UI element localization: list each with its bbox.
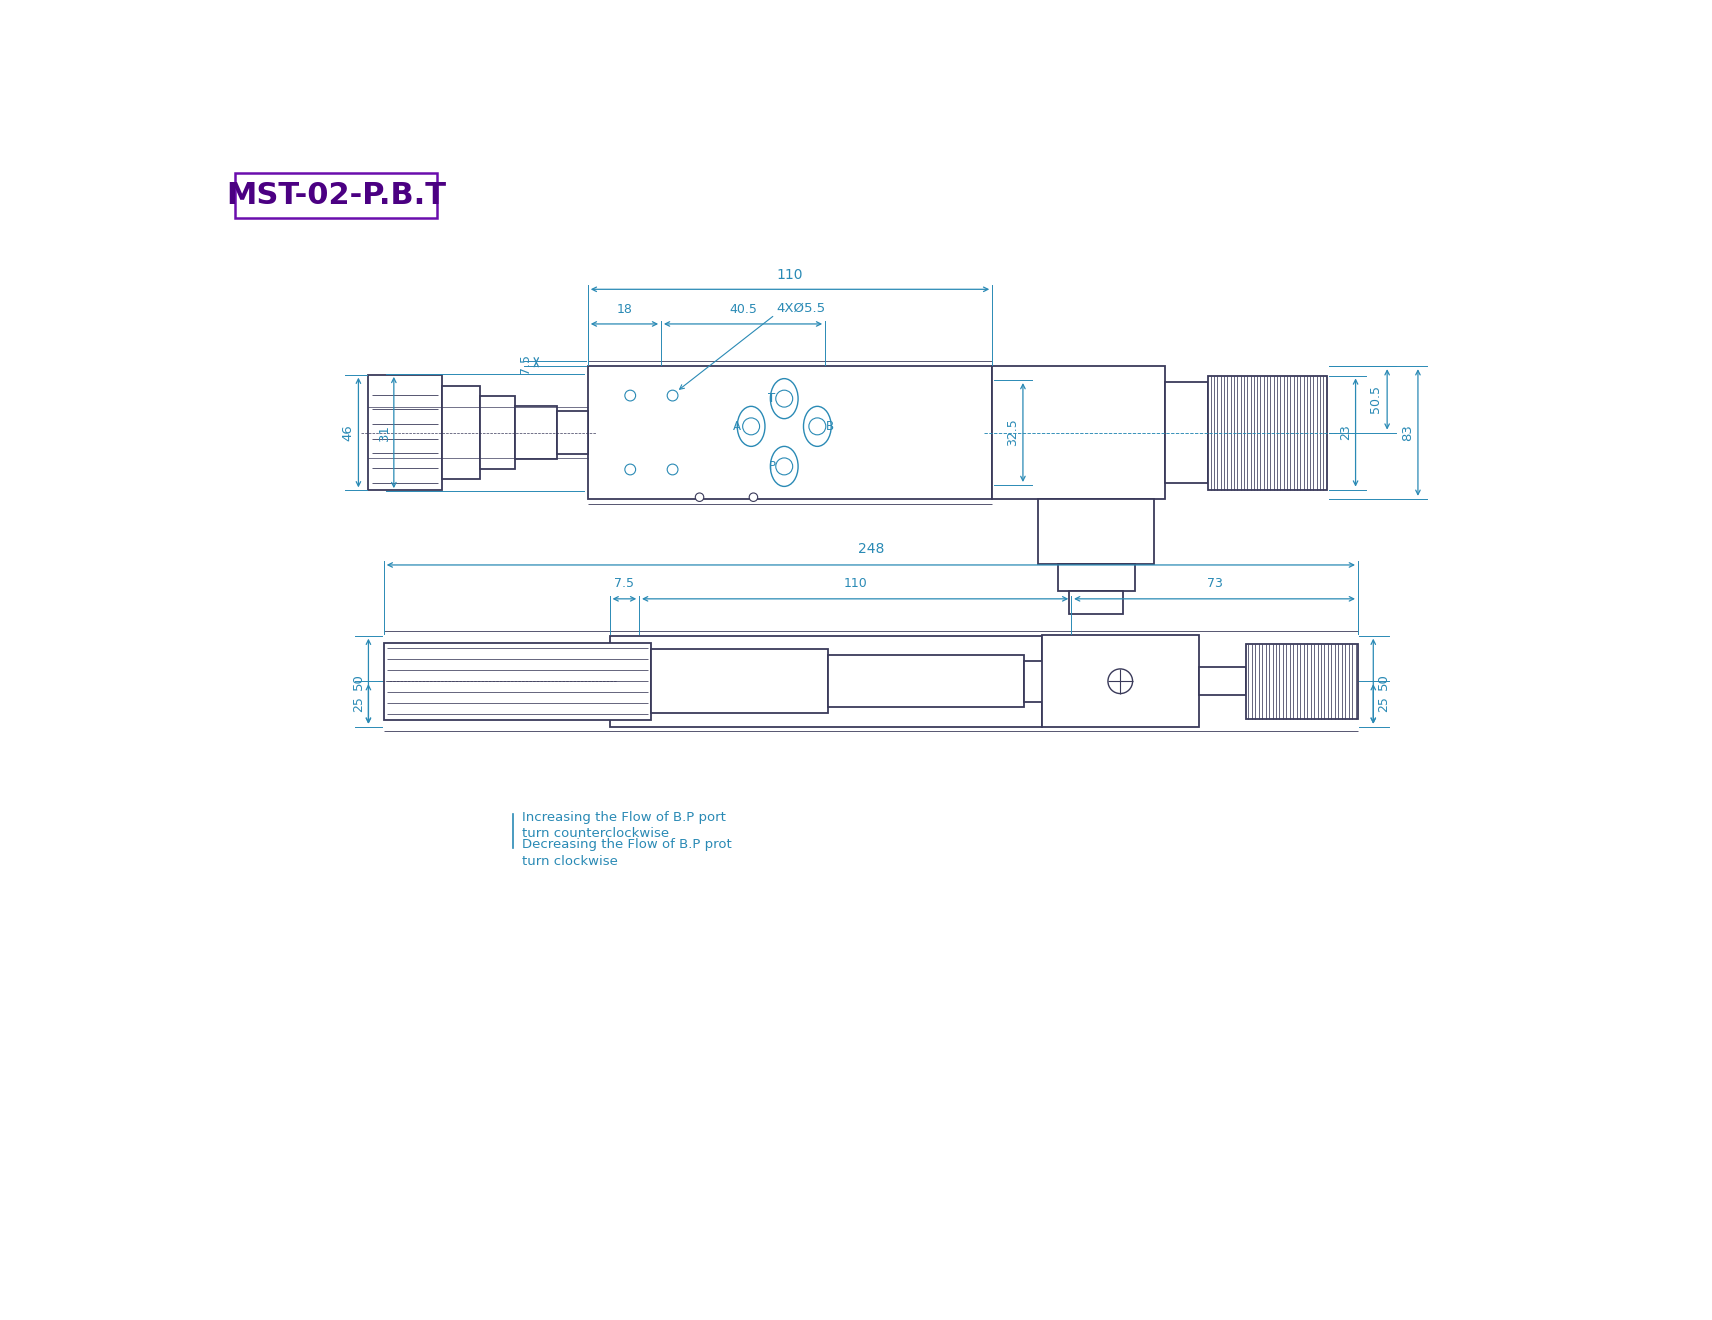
Text: 110: 110 xyxy=(844,577,866,590)
Text: MST-02-P.B.T: MST-02-P.B.T xyxy=(226,181,447,210)
Text: 25: 25 xyxy=(353,696,365,711)
Circle shape xyxy=(625,465,635,475)
Ellipse shape xyxy=(803,407,832,446)
Text: 7.5: 7.5 xyxy=(519,354,532,374)
Bar xyxy=(587,366,993,499)
Circle shape xyxy=(625,391,635,401)
Circle shape xyxy=(750,492,758,502)
Text: B: B xyxy=(827,420,834,433)
Ellipse shape xyxy=(770,446,798,487)
Bar xyxy=(1246,644,1358,719)
Circle shape xyxy=(743,418,760,434)
Text: 73: 73 xyxy=(1207,577,1222,590)
Text: 248: 248 xyxy=(858,543,883,557)
Circle shape xyxy=(734,677,745,686)
Text: A: A xyxy=(733,420,741,433)
Bar xyxy=(368,375,442,490)
Text: 7.5: 7.5 xyxy=(615,577,635,590)
Circle shape xyxy=(1108,669,1133,693)
Text: Increasing the Flow of B.P port: Increasing the Flow of B.P port xyxy=(522,810,726,824)
Text: 50.5: 50.5 xyxy=(1370,385,1382,413)
Text: turn counterclockwise: turn counterclockwise xyxy=(522,828,669,841)
Bar xyxy=(235,173,437,218)
Text: turn clockwise: turn clockwise xyxy=(522,854,618,867)
Text: 110: 110 xyxy=(777,268,803,281)
Text: 25: 25 xyxy=(1376,696,1390,711)
Text: 46: 46 xyxy=(341,424,354,441)
Bar xyxy=(1207,375,1327,490)
Bar xyxy=(479,396,515,469)
Bar xyxy=(383,643,651,719)
Bar xyxy=(1166,381,1207,483)
Text: 18: 18 xyxy=(616,304,632,317)
Text: 40.5: 40.5 xyxy=(729,304,757,317)
Ellipse shape xyxy=(738,407,765,446)
Bar xyxy=(1041,635,1198,727)
Bar xyxy=(515,405,556,459)
Circle shape xyxy=(695,492,704,502)
Text: 4XØ5.5: 4XØ5.5 xyxy=(777,302,825,315)
Circle shape xyxy=(776,391,793,407)
Bar xyxy=(827,655,1024,708)
Circle shape xyxy=(808,418,825,434)
Text: T: T xyxy=(769,392,776,405)
Text: 50: 50 xyxy=(353,673,365,689)
Text: 32.5: 32.5 xyxy=(1005,418,1019,446)
Circle shape xyxy=(668,391,678,401)
Text: 83: 83 xyxy=(1402,424,1414,441)
Bar xyxy=(1068,591,1123,614)
Text: 31: 31 xyxy=(378,424,390,441)
Text: Decreasing the Flow of B.P prot: Decreasing the Flow of B.P prot xyxy=(522,838,733,850)
Bar xyxy=(993,366,1166,499)
Bar xyxy=(1198,668,1246,696)
Bar xyxy=(609,636,1041,726)
Bar xyxy=(556,412,587,454)
Text: P: P xyxy=(769,459,776,473)
Bar xyxy=(651,649,827,713)
Bar xyxy=(1058,564,1135,591)
Circle shape xyxy=(668,465,678,475)
Bar xyxy=(1039,499,1154,564)
Circle shape xyxy=(885,677,895,686)
Bar xyxy=(442,387,479,479)
Text: 23: 23 xyxy=(1339,425,1352,441)
Text: 50: 50 xyxy=(1376,673,1390,689)
Bar xyxy=(1024,661,1181,702)
Circle shape xyxy=(776,458,793,475)
Ellipse shape xyxy=(770,379,798,418)
